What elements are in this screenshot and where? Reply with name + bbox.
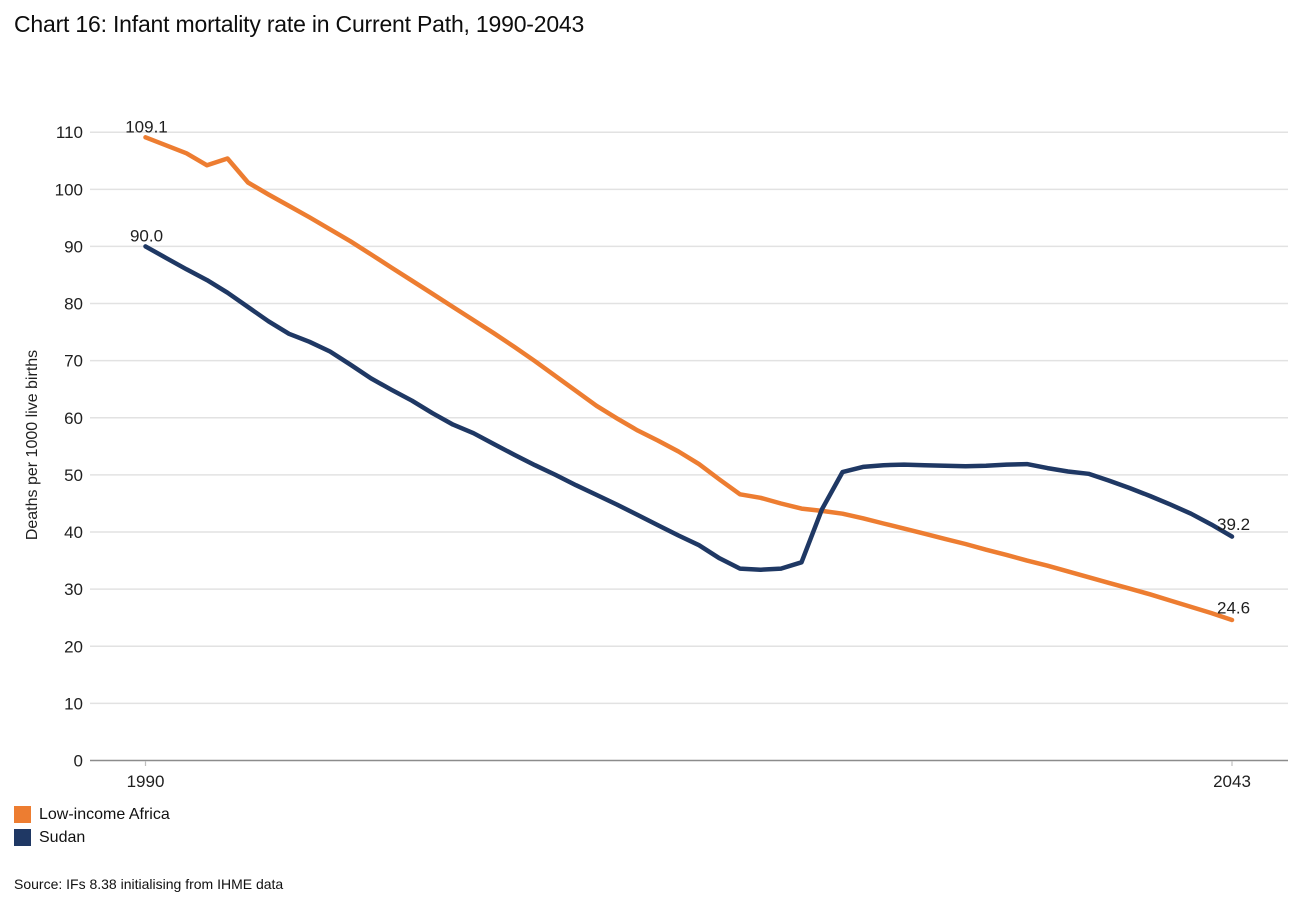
- y-tick-label-30: 30: [64, 580, 83, 599]
- y-tick-label-60: 60: [64, 409, 83, 428]
- series-line-sudan: [143, 244, 1235, 572]
- legend-item-low-income-africa: Low-income Africa: [14, 806, 170, 823]
- legend-label-low-income-africa: Low-income Africa: [39, 805, 170, 823]
- series-end-value-label: 24.6: [1217, 598, 1250, 617]
- series-end-value-label: 39.2: [1217, 515, 1250, 534]
- y-tick-label-90: 90: [64, 237, 83, 256]
- legend-swatch-sudan: [14, 829, 31, 846]
- legend: Low-income Africa Sudan: [14, 806, 170, 852]
- legend-label-sudan: Sudan: [39, 828, 86, 846]
- y-tick-label-20: 20: [64, 637, 83, 656]
- y-tick-label-40: 40: [64, 523, 83, 542]
- y-tick-label-100: 100: [55, 180, 83, 199]
- y-tick-label-110: 110: [56, 123, 83, 142]
- y-tick-label-0: 0: [74, 752, 83, 771]
- x-tick-label-1990: 1990: [127, 772, 165, 791]
- y-tick-label-10: 10: [64, 694, 83, 713]
- legend-swatch-low-income-africa: [14, 806, 31, 823]
- source-note: Source: IFs 8.38 initialising from IHME …: [14, 876, 284, 892]
- y-tick-label-50: 50: [64, 466, 83, 485]
- series-start-value-label: 109.1: [125, 117, 168, 136]
- x-tick-label-2043: 2043: [1213, 772, 1251, 791]
- series-line-low-income-africa: [143, 135, 1235, 623]
- series-start-value-label: 90.0: [130, 226, 163, 245]
- y-tick-label-80: 80: [64, 295, 83, 314]
- chart-title: Chart 16: Infant mortality rate in Curre…: [14, 11, 585, 37]
- y-tick-label-70: 70: [64, 352, 83, 371]
- legend-item-sudan: Sudan: [14, 829, 170, 846]
